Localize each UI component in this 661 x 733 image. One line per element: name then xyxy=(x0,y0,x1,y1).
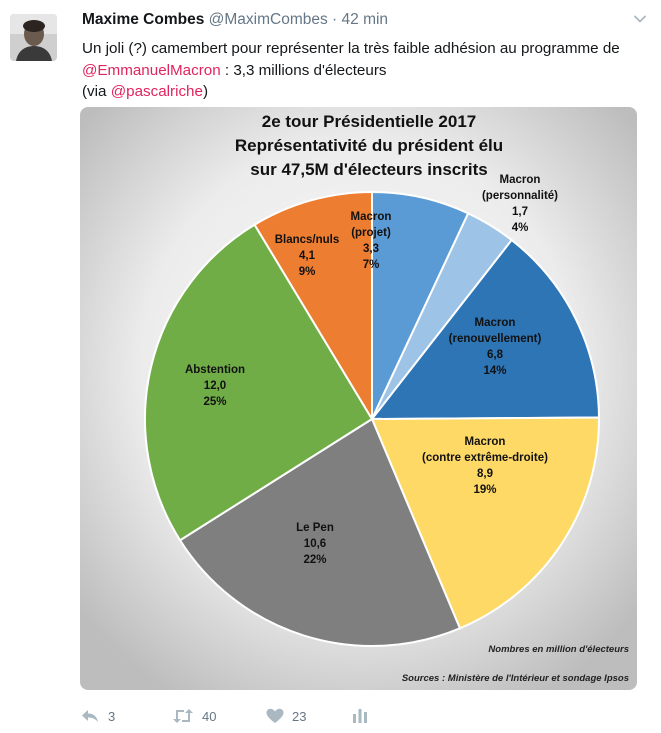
analytics-icon xyxy=(352,708,368,724)
tweet-header: Maxime Combes @MaximCombes · 42 min xyxy=(82,11,388,29)
slice-label: Macron xyxy=(475,317,516,329)
reply-icon xyxy=(80,708,100,724)
slice-percent: 22% xyxy=(303,554,326,566)
tweet-text-part: Un joli (?) camembert pour représenter l… xyxy=(82,40,620,57)
slice-label: Macron xyxy=(500,174,541,186)
mention-link[interactable]: @pascalriche xyxy=(110,83,203,100)
slice-value: 4,1 xyxy=(299,250,316,262)
source-note: Sources : Ministère de l'Intérieur et so… xyxy=(402,673,629,684)
retweet-button[interactable]: 40 xyxy=(172,703,216,729)
avatar-image xyxy=(10,14,57,61)
slice-percent: 4% xyxy=(512,222,529,234)
chevron-down-icon[interactable] xyxy=(633,12,647,26)
unit-note: Nombres en million d'électeurs xyxy=(488,644,629,655)
separator: · xyxy=(332,11,338,28)
pie-slice xyxy=(253,190,373,423)
slice-label: Macron xyxy=(465,436,506,448)
heart-icon xyxy=(266,708,284,724)
slice-value: 8,9 xyxy=(477,468,493,480)
pie-slice xyxy=(369,238,601,421)
slice-label: Macron xyxy=(351,211,392,223)
slice-label: (contre extrême-droite) xyxy=(422,452,548,464)
slice-value: 10,6 xyxy=(304,538,326,550)
tweet-text-part: : 3,3 millions d'électeurs xyxy=(220,61,387,79)
chart-title-line: 2e tour Présidentielle 2017 xyxy=(262,112,477,131)
pie-slice xyxy=(178,417,462,647)
retweet-count: 40 xyxy=(202,708,217,724)
author-handle[interactable]: @MaximCombes xyxy=(208,11,328,28)
chart-title-line: sur 47,5M d'électeurs inscrits xyxy=(250,160,487,179)
avatar[interactable] xyxy=(10,14,57,61)
via-text: (via xyxy=(82,83,111,100)
slice-value: 3,3 xyxy=(363,243,379,255)
slice-label: Abstention xyxy=(185,364,245,376)
slice-label: Blancs/nuls xyxy=(275,234,340,246)
slice-label: (personnalité) xyxy=(482,190,558,202)
like-button[interactable]: 23 xyxy=(266,703,306,729)
pie-slice xyxy=(144,223,374,542)
chart-image-card[interactable]: 2e tour Présidentielle 2017 Représentativ… xyxy=(80,107,637,690)
slice-value: 12,0 xyxy=(204,380,226,392)
like-count: 23 xyxy=(292,708,307,724)
mention-link[interactable]: @EmmanuelMacron xyxy=(82,61,221,79)
slice-label: Le Pen xyxy=(296,522,334,534)
slice-percent: 14% xyxy=(483,365,506,377)
slice-label: (renouvellement) xyxy=(449,333,542,345)
tweet-text: Un joli (?) camembert pour représenter l… xyxy=(82,38,652,103)
author-name[interactable]: Maxime Combes xyxy=(82,11,205,28)
slice-label: (projet) xyxy=(351,227,391,239)
chart-title-line: Représentativité du président élu xyxy=(235,136,503,155)
pie-chart: 2e tour Présidentielle 2017 Représentativ… xyxy=(80,107,637,690)
retweet-icon xyxy=(172,708,194,724)
tweet-actions: 3 40 23 xyxy=(80,703,480,729)
timestamp[interactable]: 42 min xyxy=(341,11,389,28)
slice-percent: 25% xyxy=(203,396,226,408)
pie-slice xyxy=(370,416,601,630)
via-text: ) xyxy=(202,83,209,100)
reply-count: 3 xyxy=(108,708,116,724)
analytics-button[interactable] xyxy=(352,703,368,729)
slice-percent: 7% xyxy=(363,259,380,271)
slice-value: 6,8 xyxy=(487,349,504,361)
slice-value: 1,7 xyxy=(512,206,528,218)
slice-percent: 9% xyxy=(299,266,316,278)
reply-button[interactable]: 3 xyxy=(80,703,115,729)
slice-percent: 19% xyxy=(473,484,496,496)
